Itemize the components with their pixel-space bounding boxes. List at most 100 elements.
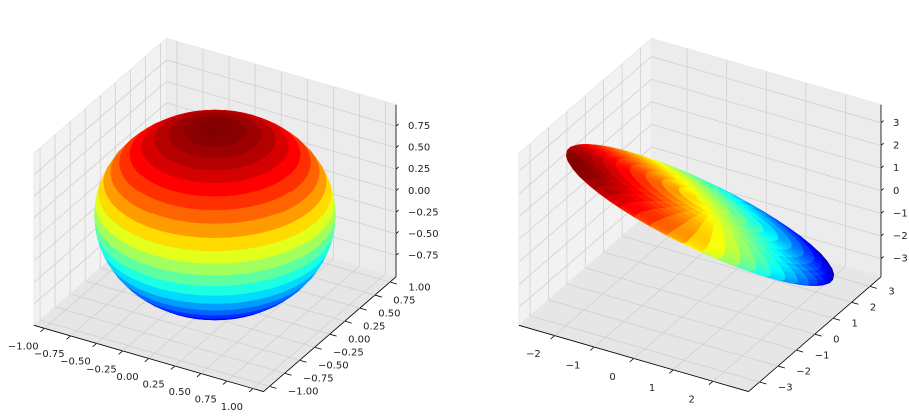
z-tick-label: −0.50: [408, 229, 439, 240]
tick-mark: [880, 142, 884, 146]
surface-facet: [807, 282, 819, 286]
tick-mark: [395, 166, 399, 170]
y-tick-label: 1: [852, 319, 858, 330]
z-tick-label: −0.25: [408, 207, 439, 218]
surface-facet: [199, 236, 216, 252]
tick-mark: [40, 328, 45, 333]
surface-facet: [214, 182, 227, 198]
surface-facet: [184, 235, 201, 251]
y-tick-label: −1.00: [288, 387, 319, 398]
z-tick-label: 0.50: [408, 143, 430, 154]
grid-line: [70, 293, 300, 361]
x-tick-label: 0: [609, 372, 615, 383]
surface-facet: [200, 302, 216, 311]
grid-line: [518, 56, 652, 172]
y-tick-label: 3: [888, 287, 894, 298]
surface-facet: [201, 209, 216, 225]
y-tick-label: 0.00: [348, 334, 370, 345]
grid-line: [33, 102, 167, 219]
surface-facet: [172, 219, 189, 237]
tick-mark: [777, 365, 785, 369]
grid-line: [651, 146, 882, 214]
surface-facet: [199, 285, 216, 296]
tick-mark: [880, 188, 884, 192]
tick-mark: [284, 372, 292, 376]
x-tick-label: 1: [649, 383, 655, 394]
tick-mark: [374, 294, 382, 298]
x-tick-label: −1.00: [8, 342, 39, 353]
surface-facet: [199, 250, 216, 264]
surface-facet: [230, 272, 247, 286]
surface-facet: [214, 236, 231, 252]
surface: [94, 109, 336, 321]
y-tick-label: 0.75: [393, 295, 415, 306]
x-tick-label: −0.75: [34, 349, 65, 360]
tick-mark: [66, 335, 71, 340]
tick-mark: [880, 165, 884, 169]
surface-facet: [170, 233, 187, 250]
surface-facet: [200, 223, 216, 239]
surface-facet: [199, 294, 216, 304]
surface: [565, 143, 835, 287]
x-tick-label: −1: [566, 360, 581, 371]
surface-facet: [187, 208, 203, 225]
z-tick-label: 0.25: [408, 164, 430, 175]
y-tick-label: −1: [815, 350, 830, 361]
surface-facet: [214, 294, 231, 304]
grid-line: [33, 81, 167, 197]
z-tick-label: 0.75: [408, 121, 430, 132]
surface-facet: [183, 261, 200, 276]
tick-mark: [796, 349, 804, 353]
grid-line: [548, 299, 779, 367]
tick-mark: [880, 120, 884, 124]
surface-facet: [202, 196, 216, 211]
tick-mark: [248, 388, 254, 393]
grid-line: [651, 56, 882, 124]
grid-line: [651, 124, 882, 192]
z-tick-label: 0: [893, 186, 899, 197]
tick-mark: [269, 385, 277, 389]
surface-facet: [198, 274, 216, 287]
grid-line: [566, 283, 797, 351]
surface-facet: [569, 149, 576, 155]
tick-mark: [389, 281, 397, 285]
tick-mark: [880, 210, 884, 214]
grid-line: [518, 78, 652, 195]
x-tick-label: 0.25: [142, 379, 164, 390]
z-tick-label: −0.75: [408, 250, 439, 261]
grid-line: [166, 59, 397, 127]
grid-line: [651, 78, 882, 146]
surface-facet: [214, 285, 231, 296]
tick-mark: [92, 343, 97, 348]
y-tick-label: −3: [778, 382, 793, 393]
surface-facet: [228, 222, 245, 238]
tick-mark: [395, 209, 399, 213]
surface-facet: [214, 169, 225, 184]
surface-facet: [241, 219, 258, 237]
surface-facet: [229, 283, 247, 296]
x-tick-label: −0.25: [86, 364, 117, 375]
surface-facet: [243, 233, 260, 250]
tick-mark: [359, 307, 367, 311]
grid-line: [585, 267, 815, 335]
tick-mark: [395, 123, 399, 127]
x-tick-label: 0.50: [169, 387, 191, 398]
surface-facet: [225, 194, 241, 211]
x-tick-label: 1.00: [221, 402, 243, 413]
z-tick-label: 0.00: [408, 186, 430, 197]
surface-facet: [227, 208, 243, 225]
tick-mark: [669, 369, 674, 374]
surface-facet: [183, 283, 201, 296]
tick-mark: [814, 333, 822, 337]
grid-line: [529, 315, 760, 383]
y-tick-label: 2: [870, 303, 876, 314]
subplot: −1.00−0.75−0.50−0.250.000.250.500.751.00…: [8, 37, 439, 413]
tick-mark: [851, 301, 859, 305]
x-tick-label: 0.75: [195, 394, 217, 405]
z-tick-label: 1: [893, 163, 899, 174]
tick-mark: [314, 346, 322, 350]
tick-mark: [833, 317, 841, 321]
surface-facet: [230, 261, 247, 276]
